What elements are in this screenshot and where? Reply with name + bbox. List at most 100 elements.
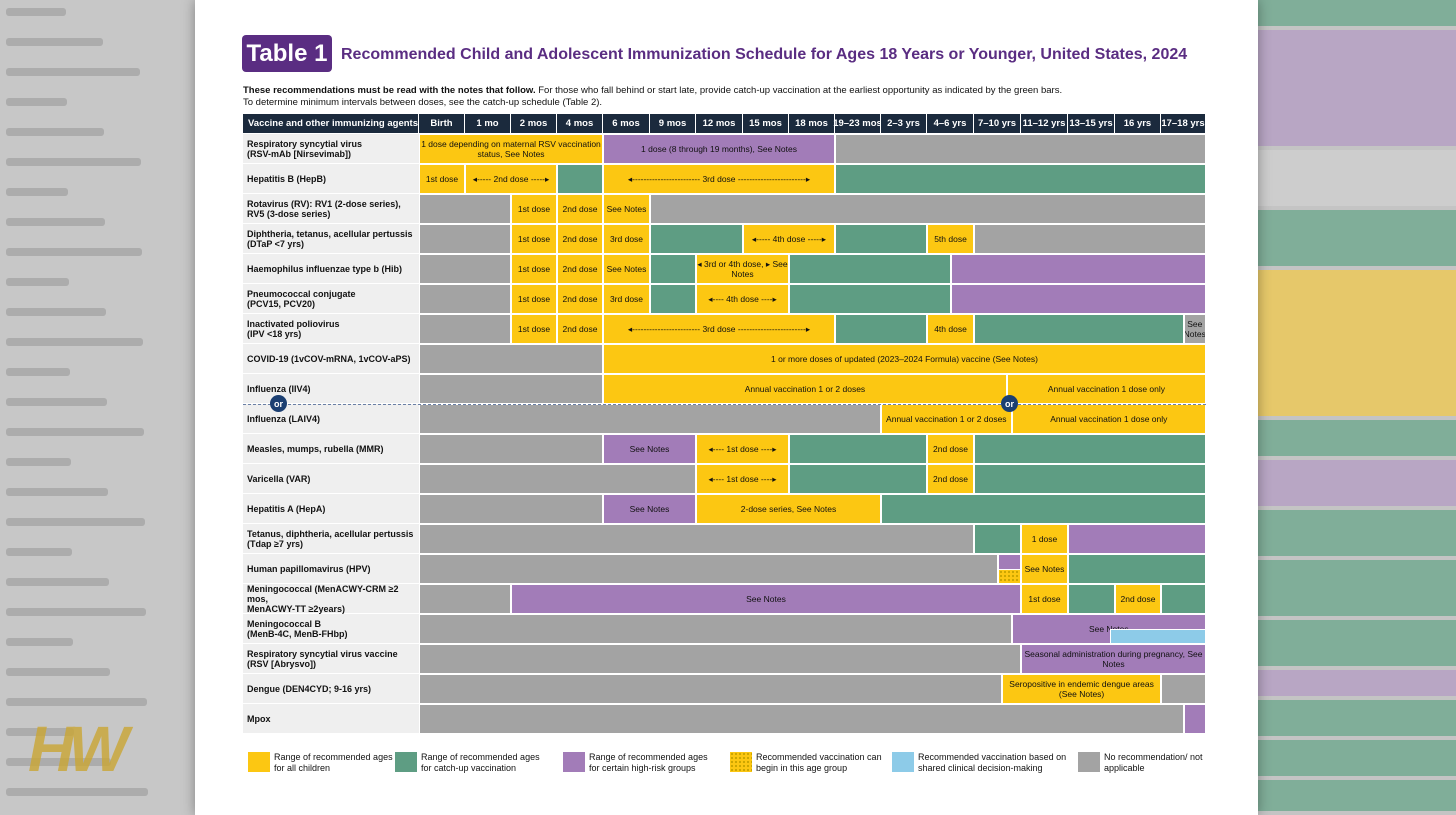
schedule-cell [1183,704,1206,734]
vaccine-row-label: Meningococcal (MenACWY-CRM ≥2 mos, MenACW… [243,584,419,614]
schedule-cell: See Notes [603,494,696,524]
bg-blur-line [6,218,105,226]
vaccine-name: Human papillomavirus (HPV) [247,563,371,574]
bg-blur-band [1258,740,1456,776]
bg-blur-band [1258,780,1456,811]
header-cell-age: 11–12 yrs [1021,114,1068,133]
bg-blur-band [1258,510,1456,556]
schedule-cell: Annual vaccination 1 dose only [1006,374,1206,404]
schedule-cell [419,254,511,284]
vaccine-row-label: COVID-19 (1vCOV-mRNA, 1vCOV-aPS) [243,344,419,374]
schedule-cell [789,464,927,494]
vaccine-subname: (MenB-4C, MenB-FHbp) [247,628,348,639]
vaccine-row-label: Mpox [243,704,419,734]
bg-blur-line [6,248,142,256]
schedule-cell: See Notes [1021,554,1068,584]
schedule-cell [650,254,696,284]
vaccine-row-label: Hepatitis B (HepB) [243,164,419,194]
schedule-cell [557,164,603,194]
legend-label: No recommendation/ not applicable [1104,752,1203,773]
vaccine-row-label: Haemophilus influenzae type b (Hib) [243,254,419,284]
schedule-cell [974,464,1206,494]
bg-blur-line [6,398,107,406]
blurred-background-left [0,0,195,815]
schedule-cell: ◂---- 1st dose ----▸ [696,434,789,464]
header-cell-age: 12 mos [696,114,743,133]
schedule-cell: 1st dose [511,194,557,224]
or-badge: or [1001,395,1018,412]
bg-blur-band [1258,700,1456,736]
bg-blur-line [6,458,71,466]
legend-label: Range of recommended ages for certain hi… [589,752,708,773]
schedule-document: Table 1 Recommended Child and Adolescent… [195,0,1258,815]
vaccine-row-label: Influenza (LAIV4) [243,404,419,434]
schedule-cell: Annual vaccination 1 dose only [1011,404,1206,434]
vaccine-row-label: Rotavirus (RV): RV1 (2-dose series), RV5 … [243,194,419,224]
table-badge: Table 1 [242,35,332,72]
watermark-logo: HW [28,713,129,785]
vaccine-subname: (IPV <18 yrs) [247,328,302,339]
bg-blur-line [6,638,73,646]
bg-blur-line [6,548,72,556]
schedule-cell [835,314,927,344]
vaccine-row-label: Pneumococcal conjugate (PCV15, PCV20) [243,284,419,314]
vaccine-name: COVID-19 (1vCOV-mRNA, 1vCOV-aPS) [247,353,411,364]
intro-line1: For those who fall behind or start late,… [535,85,1063,96]
schedule-cell: 2nd dose [557,194,603,224]
bg-blur-line [6,728,74,736]
vaccine-name: Inactivated poliovirus [247,318,340,329]
schedule-cell [835,134,1206,164]
vaccine-row-label: Meningococcal B (MenB-4C, MenB-FHbp) [243,614,419,644]
schedule-cell: Annual vaccination 1 or 2 doses [603,374,1007,404]
vaccine-row-label: Human papillomavirus (HPV) [243,554,419,584]
vaccine-row-label: Respiratory syncytial virus (RSV-mAb [Nir… [243,134,419,164]
vaccine-row-label: Diphtheria, tetanus, acellular pertussis… [243,224,419,254]
schedule-cell [419,644,1021,674]
schedule-cell: Seasonal administration during pregnancy… [1021,644,1206,674]
schedule-cell: 2nd dose [1115,584,1161,614]
vaccine-name: Rotavirus (RV): RV1 (2-dose series), [247,198,401,209]
legend-swatch [730,752,752,772]
bg-blur-band [1258,0,1456,26]
vaccine-row-label: Dengue (DEN4CYD; 9-16 yrs) [243,674,419,704]
bg-blur-line [6,518,145,526]
bg-blur-band [1258,460,1456,506]
schedule-cell: 2nd dose [927,434,974,464]
legend-label: Recommended vaccination based on shared … [918,752,1067,773]
header-cell-age: 15 mos [743,114,789,133]
vaccine-subname: (RSV [Abrysvo]) [247,658,317,669]
bg-blur-line [6,428,144,436]
bg-blur-line [6,668,110,676]
schedule-cell: 5th dose [927,224,974,254]
schedule-cell [789,254,951,284]
intro-line2: To determine minimum intervals between d… [243,97,603,108]
vaccine-subname: RV5 (3-dose series) [247,208,331,219]
schedule-cell: ◂ 3rd or 4th dose, ▸ See Notes [696,254,789,284]
schedule-cell: ◂------------------------ 3rd dose -----… [603,314,835,344]
schedule-cell [419,464,696,494]
header-cell-age: 17–18 yrs [1161,114,1206,133]
schedule-cell [1161,584,1206,614]
vaccine-name: Mpox [247,713,271,724]
menb-shared-decision-bar [1110,629,1206,644]
vaccine-name: Varicella (VAR) [247,473,311,484]
schedule-cell [789,284,951,314]
bg-blur-band [1258,420,1456,456]
legend-label: Range of recommended ages for catch-up v… [421,752,540,773]
schedule-cell: ◂---- 4th dose ----▸ [696,284,789,314]
bg-blur-line [6,578,109,586]
legend-swatch [395,752,417,772]
or-badge: or [270,395,287,412]
vaccine-name: Pneumococcal conjugate [247,288,356,299]
vaccine-name: Measles, mumps, rubella (MMR) [247,443,384,454]
bg-blur-line [6,368,70,376]
influenza-divider [243,404,1206,405]
header-cell-age: 2 mos [511,114,557,133]
bg-blur-line [6,128,104,136]
bg-blur-line [6,788,148,796]
schedule-cell [950,254,1206,284]
schedule-cell: ◂----- 2nd dose -----▸ [465,164,557,194]
bg-blur-band [1258,270,1456,416]
schedule-cell [1068,584,1115,614]
vaccine-name: Meningococcal B [247,618,322,629]
